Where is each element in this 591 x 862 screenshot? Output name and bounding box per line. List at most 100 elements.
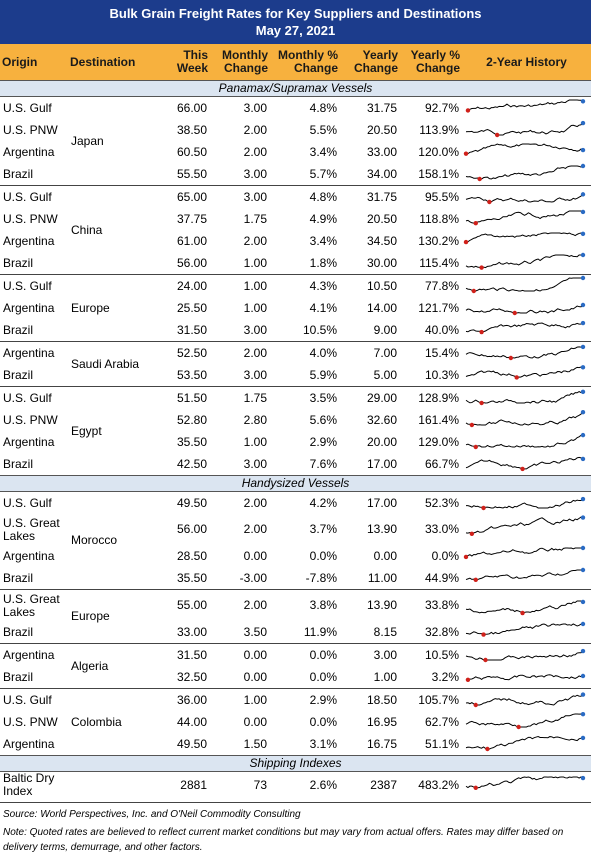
value: 5.00: [373, 367, 397, 382]
value: 53.50: [176, 367, 207, 382]
sparkline-marker: [473, 444, 478, 450]
value: 0.00: [243, 714, 267, 729]
sparkline-marker: [463, 554, 469, 560]
value: 37.75: [176, 211, 207, 226]
sparkline-line: [465, 232, 584, 243]
value: 32.8%: [424, 624, 459, 639]
sparkline: [465, 621, 586, 637]
data-row: U.S. Gulf Japan 66.00 3.00 4.8% 31.75 92.7%: [0, 97, 591, 147]
value: 121.7%: [418, 300, 459, 315]
section-row: Handysized Vessels: [0, 475, 591, 492]
section-title: Handysized Vessels: [0, 475, 591, 492]
value: 3.7%: [309, 522, 337, 536]
data-row: Baltic Dry Index 2881 73 2.6% 2387 483.2%: [0, 772, 591, 799]
value: 3.00: [243, 166, 267, 181]
section-row: Panamax/Supramax Vessels: [0, 80, 591, 97]
sparkline-line: [465, 390, 584, 404]
value: 32.50: [176, 669, 207, 684]
origin: U.S. Great Lakes: [3, 515, 60, 543]
value: 4.1%: [309, 300, 337, 315]
value: 0.00: [210, 643, 270, 666]
sparkline-marker: [520, 610, 525, 616]
value: 120.0%: [418, 144, 459, 159]
origin: U.S. Gulf: [0, 386, 68, 409]
value: 0.00: [243, 548, 267, 563]
sparkline: [465, 302, 586, 316]
value: 30.00: [366, 255, 397, 270]
sparkline-line: [465, 143, 584, 155]
sparkline-marker: [483, 657, 488, 663]
origin: U.S. Gulf: [0, 274, 68, 297]
sparkline: [465, 775, 586, 790]
origin: Argentina: [3, 300, 55, 315]
value: 33.0%: [424, 522, 459, 536]
sparkline-line: [465, 99, 584, 111]
sparkline-marker: [580, 456, 586, 462]
sparkline: [465, 120, 586, 138]
origin: Brazil: [3, 166, 34, 181]
value: 1.00: [243, 255, 267, 270]
sparkline-marker: [580, 99, 586, 104]
sparkline-marker: [580, 567, 586, 573]
sparkline-marker: [479, 265, 484, 270]
value: 11.00: [367, 570, 397, 585]
history: [462, 589, 591, 621]
value: 115.4%: [419, 255, 459, 270]
history: [462, 567, 591, 590]
data-row: Brazil 32.50 0.00 0.0% 1.00 3.2%: [0, 666, 591, 689]
value: 20.00: [366, 434, 397, 449]
value: 1.00: [210, 688, 270, 711]
sparkline-marker: [580, 344, 586, 350]
value: 51.1%: [424, 736, 459, 751]
sparkline-line: [465, 322, 584, 333]
value: 24.00: [165, 274, 210, 297]
value: 2387: [370, 777, 397, 792]
value: 65.00: [165, 185, 210, 208]
sparkline-marker: [580, 320, 586, 326]
data-row: Argentina 35.50 1.00 2.9% 20.00 129.0%: [0, 431, 591, 453]
value: 2.9%: [309, 434, 337, 449]
origin: Argentina: [3, 548, 55, 563]
origin: Brazil: [3, 255, 34, 270]
sparkline-line: [465, 516, 584, 535]
sparkline-line: [465, 434, 584, 448]
value: 2.00: [243, 522, 267, 536]
origin: Brazil: [3, 367, 34, 382]
data-row: U.S. Great Lakes Europe 55.00 2.00 3.8% 13.90…: [0, 589, 591, 644]
origin: U.S. PNW: [3, 714, 58, 729]
data-row: Brazil 35.50 -3.00 -7.8% 11.00 44.9%: [0, 567, 591, 590]
sparkline-marker: [508, 355, 514, 361]
history: [462, 772, 591, 799]
value: 10.50: [340, 274, 400, 297]
destination: Europe: [68, 589, 165, 644]
sparkline-marker: [580, 147, 586, 153]
origin: Argentina: [0, 643, 68, 666]
data-row: Brazil 31.50 3.00 10.5% 9.00 40.0%: [0, 319, 591, 342]
value: 95.5%: [400, 185, 462, 208]
value: 2.00: [210, 341, 270, 364]
sparkline-line: [465, 254, 583, 269]
history: [462, 163, 591, 186]
value: 4.8%: [309, 100, 337, 115]
value: 0.00: [243, 669, 267, 684]
value: 2.80: [243, 412, 267, 427]
sparkline: [465, 365, 586, 380]
value: 1.75: [210, 386, 270, 409]
value: 158.1%: [418, 166, 459, 181]
sparkline: [465, 673, 586, 683]
value: 3.00: [243, 322, 267, 337]
origin: U.S. Gulf: [3, 495, 52, 510]
sparkline: [465, 711, 586, 730]
value: 2.9%: [270, 688, 340, 711]
sparkline: [465, 209, 586, 226]
origin: Brazil: [3, 322, 34, 337]
value: 4.9%: [309, 211, 337, 226]
data-row: Brazil 33.00 3.50 11.9% 8.15 32.8%: [0, 621, 591, 644]
history: [462, 185, 591, 208]
sparkline-marker: [580, 775, 586, 781]
value: 0.0%: [431, 548, 459, 563]
value: 44.00: [176, 714, 207, 729]
data-row: U.S. Gulf Egypt 51.50 1.75 3.5% 29.00 128.9%: [0, 386, 591, 476]
value: 31.75: [340, 185, 400, 208]
